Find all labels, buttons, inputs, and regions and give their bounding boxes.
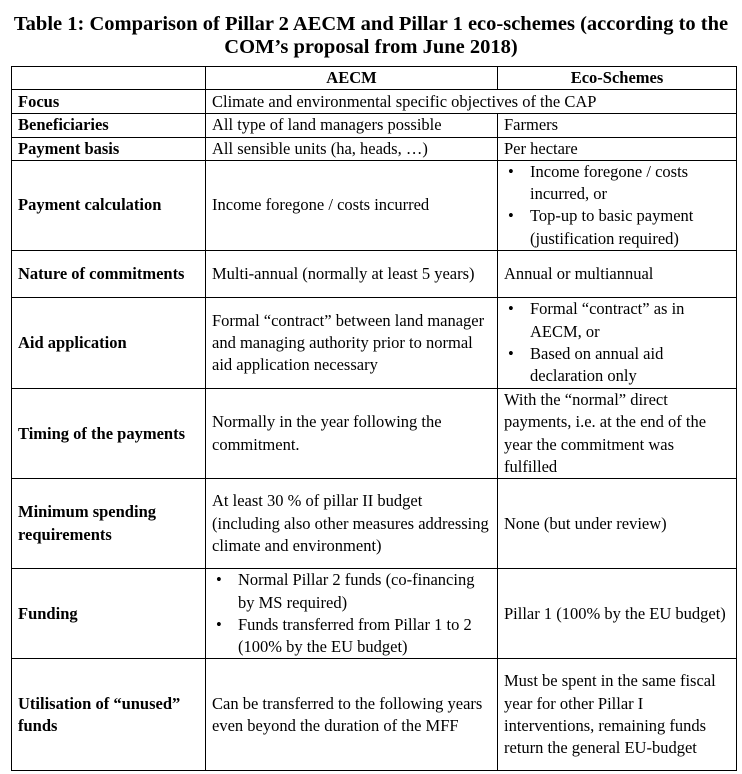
row-label: Payment basis [11, 136, 206, 161]
header-aecm: AECM [205, 65, 498, 91]
row-label: Beneficiaries [11, 113, 206, 138]
table-row: Timing of the payments Normally in the y… [11, 388, 737, 480]
table-row: Utilisation of “unused” funds Can be tra… [11, 658, 737, 772]
bullet-item: Formal “contract” as in AECM, or [508, 298, 730, 343]
row-label: Aid application [11, 297, 206, 390]
table-row: Beneficiaries All type of land managers … [11, 113, 737, 138]
row-label: Minimum spending requirements [11, 478, 206, 570]
table-title: Table 1: Comparison of Pillar 2 AECM and… [13, 13, 729, 58]
table-row: Payment basis All sensible units (ha, he… [11, 136, 737, 161]
eco-cell: Annual or multiannual [497, 250, 737, 299]
aecm-cell: All type of land managers possible [205, 113, 498, 138]
table-row: Aid application Formal “contract” betwee… [11, 297, 737, 390]
eco-cell: Per hectare [497, 136, 737, 161]
table-row: Funding Normal Pillar 2 funds (co-financ… [11, 568, 737, 660]
row-label: Funding [11, 568, 206, 660]
eco-cell: None (but under review) [497, 478, 737, 570]
eco-cell: Pillar 1 (100% by the EU budget) [497, 568, 737, 660]
comparison-table: AECM Eco-Schemes Focus Climate and envir… [11, 65, 737, 772]
header-eco-schemes: Eco-Schemes [497, 65, 737, 91]
eco-cell: Farmers [497, 113, 737, 138]
bullet-item: Funds transferred from Pillar 1 to 2 (10… [216, 614, 491, 659]
bullet-item: Based on annual aid declaration only [508, 343, 730, 388]
eco-cell: With the “normal” direct payments, i.e. … [497, 388, 737, 480]
aecm-cell: Can be transferred to the following year… [205, 658, 498, 772]
eco-cell: Income foregone / costs incurred, or Top… [497, 159, 737, 252]
aecm-cell: Normal Pillar 2 funds (co-financing by M… [205, 568, 498, 660]
table-row: Payment calculation Income foregone / co… [11, 159, 737, 252]
aecm-cell: Normally in the year following the commi… [205, 388, 498, 480]
header-empty [11, 65, 206, 91]
merged-cell: Climate and environmental specific objec… [205, 89, 737, 115]
row-label: Utilisation of “unused” funds [11, 658, 206, 772]
header-row: AECM Eco-Schemes [11, 65, 737, 91]
bullet-item: Top-up to basic payment (justification r… [508, 205, 730, 250]
table-row: Focus Climate and environmental specific… [11, 89, 737, 115]
row-label: Nature of commitments [11, 250, 206, 299]
row-label: Payment calculation [11, 159, 206, 252]
eco-cell: Formal “contract” as in AECM, or Based o… [497, 297, 737, 390]
table-row: Nature of commitments Multi-annual (norm… [11, 250, 737, 299]
aecm-cell: All sensible units (ha, heads, …) [205, 136, 498, 161]
bullet-item: Normal Pillar 2 funds (co-financing by M… [216, 569, 491, 614]
aecm-cell: Multi-annual (normally at least 5 years) [205, 250, 498, 299]
eco-cell: Must be spent in the same fiscal year fo… [497, 658, 737, 772]
aecm-cell: Income foregone / costs incurred [205, 159, 498, 252]
table-row: Minimum spending requirements At least 3… [11, 478, 737, 570]
bullet-item: Income foregone / costs incurred, or [508, 161, 730, 206]
aecm-cell: At least 30 % of pillar II budget (inclu… [205, 478, 498, 570]
aecm-cell: Formal “contract” between land manager a… [205, 297, 498, 390]
row-label: Focus [11, 89, 206, 115]
row-label: Timing of the payments [11, 388, 206, 480]
